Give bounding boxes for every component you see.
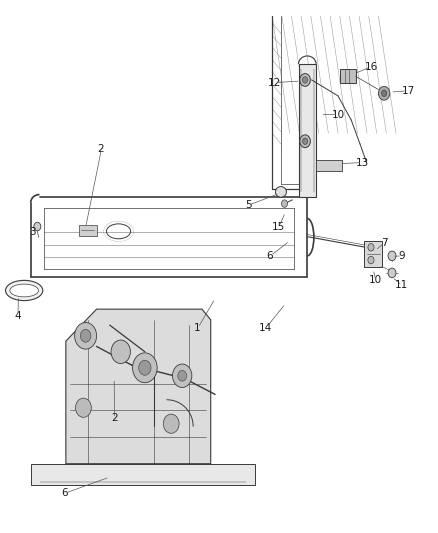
Circle shape — [172, 364, 191, 387]
Polygon shape — [364, 241, 381, 266]
Circle shape — [387, 268, 395, 278]
Circle shape — [302, 77, 307, 83]
Text: 11: 11 — [394, 280, 407, 290]
Text: 6: 6 — [61, 488, 68, 498]
Text: 12: 12 — [267, 78, 280, 87]
Text: 3: 3 — [29, 227, 36, 237]
Circle shape — [177, 370, 186, 381]
Polygon shape — [298, 64, 315, 197]
Polygon shape — [79, 225, 96, 236]
Text: 14: 14 — [258, 323, 272, 333]
Text: 6: 6 — [266, 251, 273, 261]
Text: 5: 5 — [244, 200, 251, 210]
Circle shape — [34, 222, 41, 231]
Circle shape — [367, 256, 373, 264]
Ellipse shape — [5, 280, 43, 301]
Text: 10: 10 — [368, 276, 381, 285]
Circle shape — [138, 360, 151, 375]
Text: 4: 4 — [14, 311, 21, 320]
Text: 1: 1 — [194, 323, 201, 333]
Circle shape — [299, 135, 310, 148]
Polygon shape — [339, 69, 355, 83]
Circle shape — [75, 398, 91, 417]
Text: 7: 7 — [380, 238, 387, 247]
Circle shape — [378, 86, 389, 100]
Circle shape — [281, 200, 287, 207]
Polygon shape — [315, 160, 342, 171]
Text: 16: 16 — [364, 62, 377, 71]
Polygon shape — [31, 464, 254, 485]
Text: 2: 2 — [97, 144, 104, 154]
Circle shape — [80, 329, 91, 342]
Circle shape — [302, 138, 307, 144]
Circle shape — [299, 74, 310, 86]
Ellipse shape — [10, 284, 39, 297]
Circle shape — [367, 244, 373, 251]
Ellipse shape — [275, 187, 286, 197]
Circle shape — [111, 340, 130, 364]
Text: 10: 10 — [331, 110, 344, 119]
Text: 13: 13 — [355, 158, 368, 167]
Circle shape — [387, 251, 395, 261]
Circle shape — [381, 90, 386, 96]
Circle shape — [132, 353, 157, 383]
Circle shape — [74, 322, 96, 349]
Text: 9: 9 — [397, 251, 404, 261]
Circle shape — [163, 414, 179, 433]
Text: 2: 2 — [110, 414, 117, 423]
Polygon shape — [66, 309, 210, 464]
Text: 17: 17 — [401, 86, 414, 95]
Text: 15: 15 — [272, 222, 285, 231]
